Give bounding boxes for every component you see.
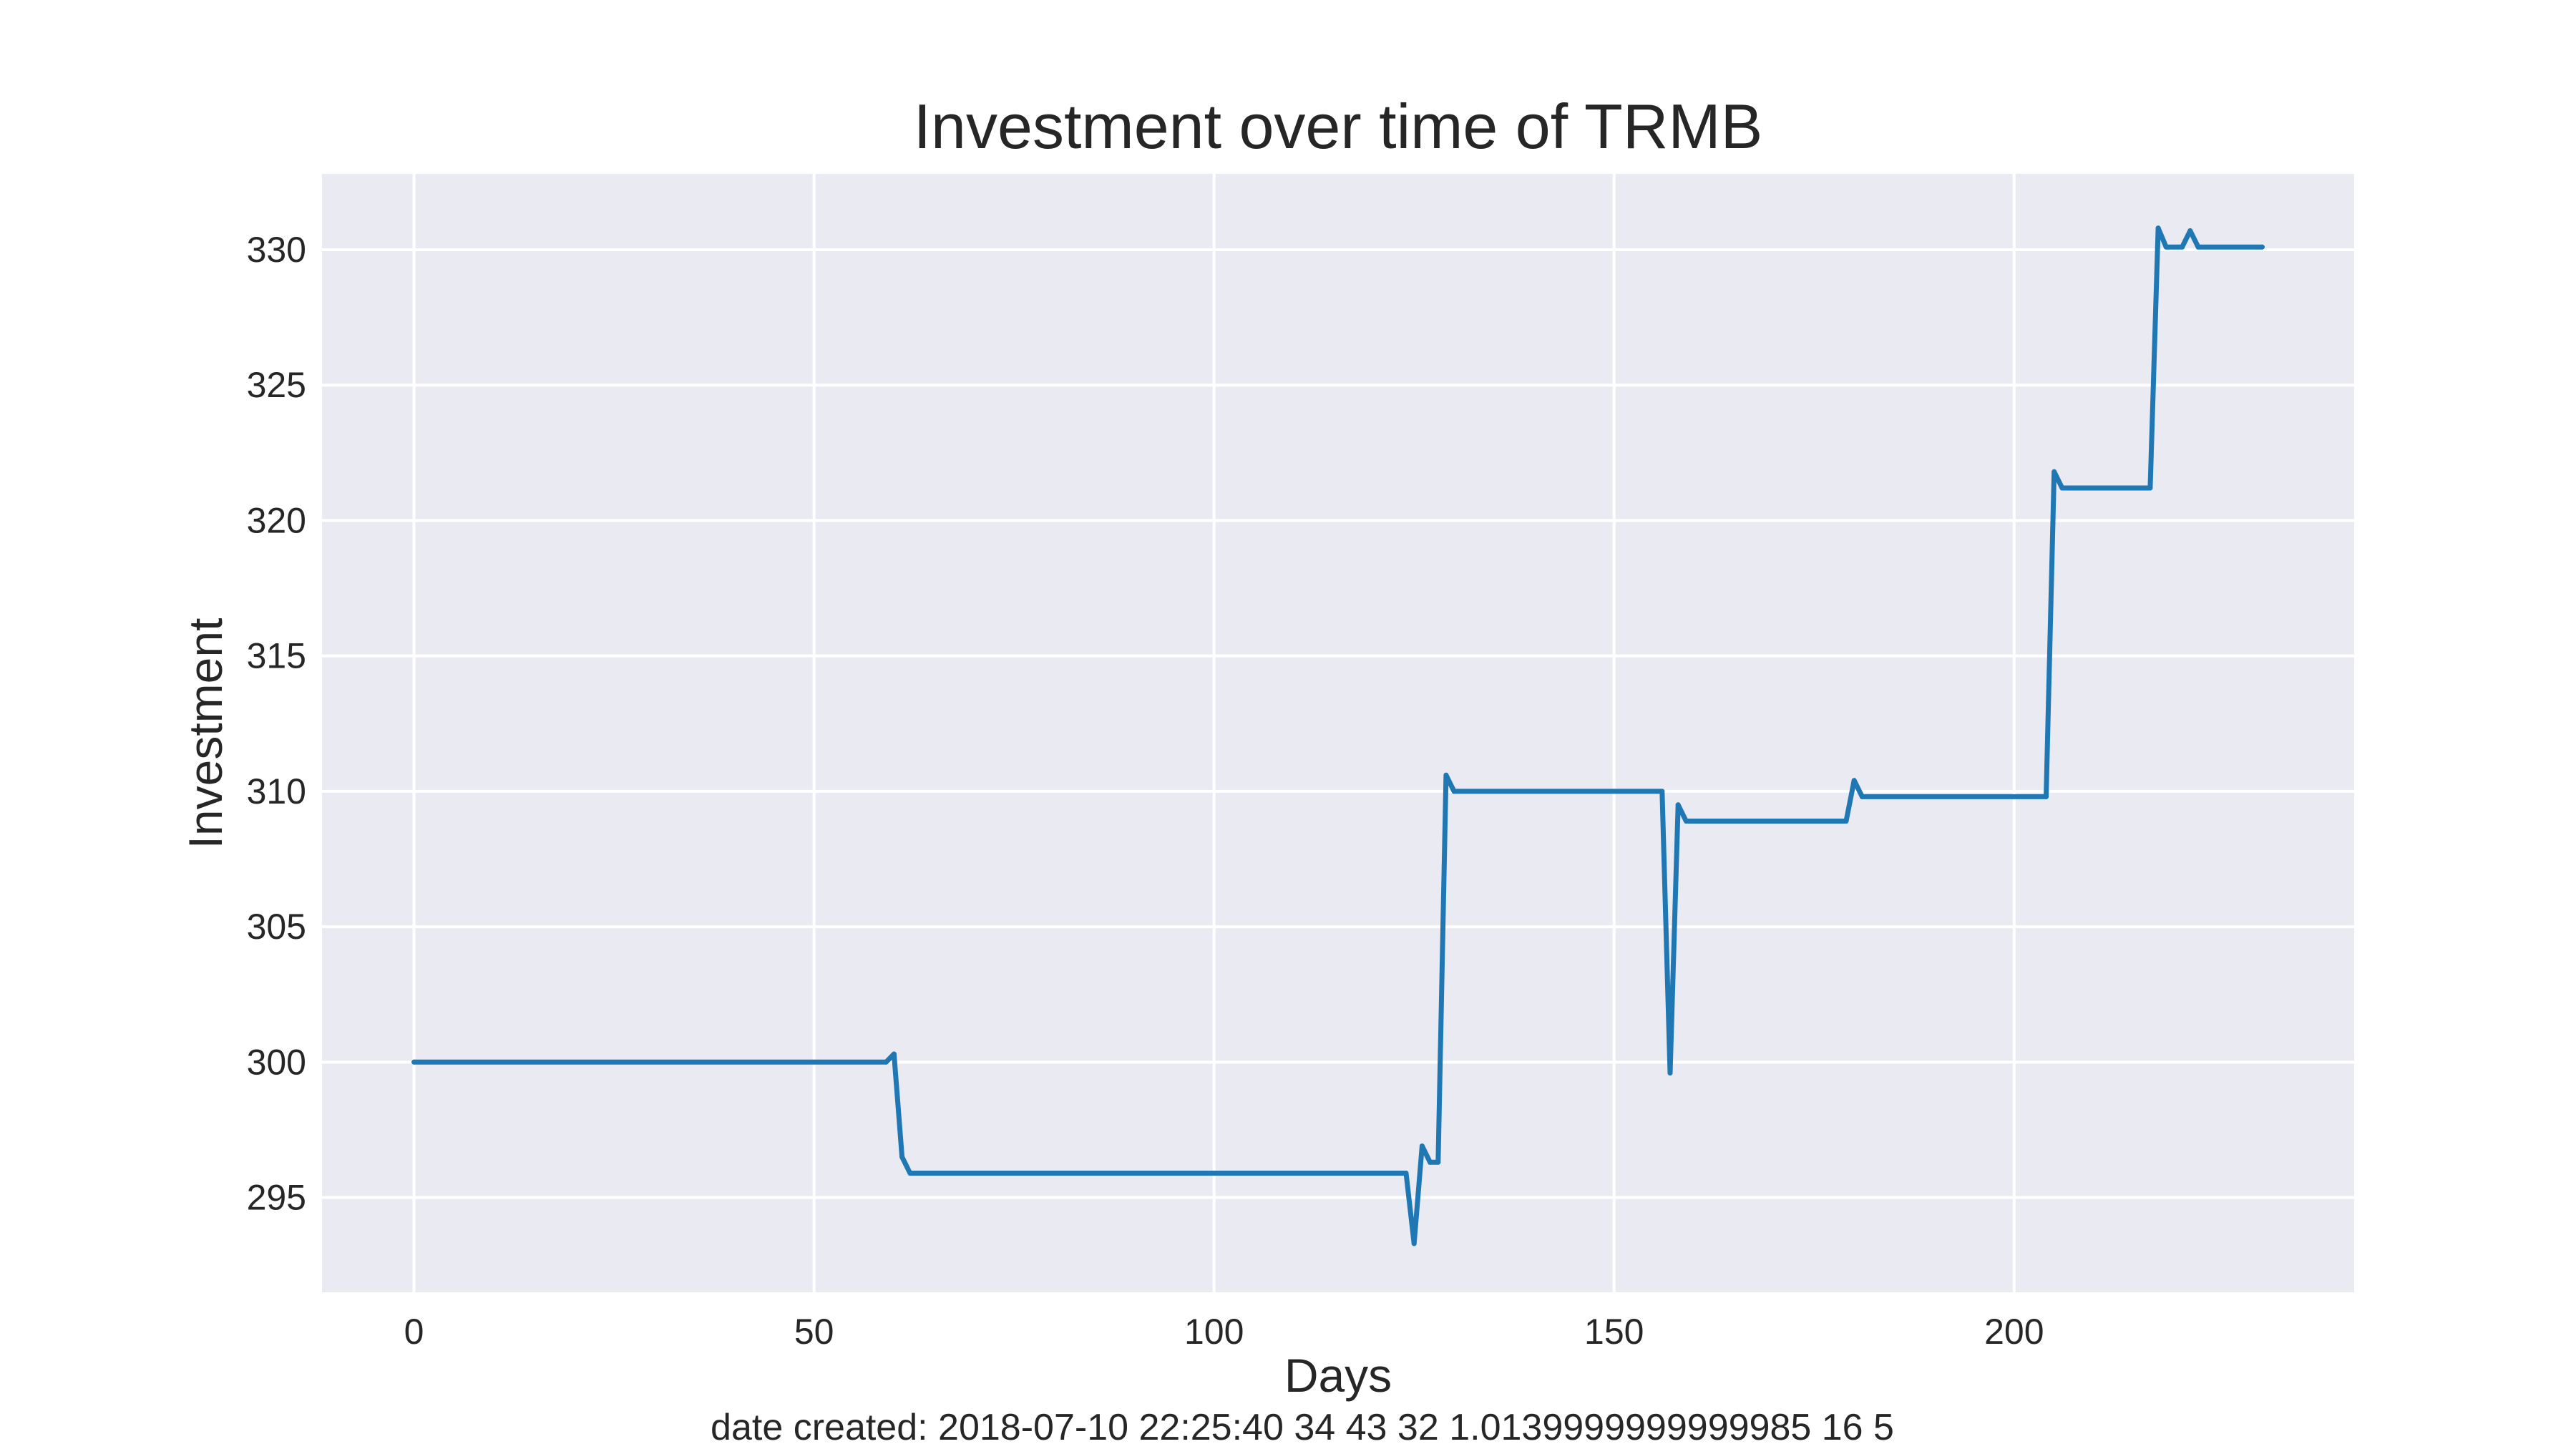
data-point — [1683, 819, 1689, 824]
data-point — [1667, 1070, 1673, 1075]
y-tick-label: 325 — [247, 365, 306, 405]
y-tick-label: 305 — [247, 907, 306, 947]
x-tick-label: 50 — [794, 1312, 834, 1352]
y-tick-label: 320 — [247, 500, 306, 540]
data-point — [2259, 244, 2265, 250]
data-point — [2187, 228, 2193, 233]
data-point — [2163, 244, 2169, 250]
tick-labels: 0 50 100 150 200 295 300 305 310 315 320 325 330 — [247, 230, 2044, 1352]
y-tick-label: 300 — [247, 1042, 306, 1082]
data-point — [1851, 778, 1857, 784]
x-tick-label: 200 — [1984, 1312, 2044, 1352]
data-point — [1428, 1159, 1433, 1165]
data-point — [1659, 789, 1665, 794]
y-tick-label: 295 — [247, 1178, 306, 1218]
data-point — [411, 1059, 417, 1065]
data-point — [899, 1154, 905, 1160]
data-point — [1859, 794, 1865, 799]
data-point — [891, 1051, 897, 1057]
data-point — [1435, 1159, 1441, 1165]
data-point — [2059, 485, 2065, 491]
data-point — [1403, 1171, 1409, 1176]
data-point — [907, 1171, 913, 1176]
y-axis-label: Investment — [179, 618, 232, 849]
data-point — [1419, 1143, 1425, 1149]
x-tick-label: 150 — [1584, 1312, 1644, 1352]
x-tick-label: 100 — [1184, 1312, 1244, 1352]
data-point — [2147, 485, 2153, 491]
chart-title: Investment over time of TRMB — [914, 91, 1763, 162]
data-point — [883, 1059, 889, 1065]
data-point — [2195, 244, 2201, 250]
x-axis-label: Days — [1284, 1349, 1392, 1402]
data-point — [2051, 469, 2057, 474]
data-point — [1675, 802, 1681, 808]
data-point — [1451, 789, 1457, 794]
grid-lines — [322, 174, 2354, 1292]
data-point — [2180, 244, 2185, 250]
series-layer — [411, 225, 2265, 1246]
data-point — [1843, 819, 1849, 824]
y-tick-label: 315 — [247, 636, 306, 676]
data-point — [1443, 772, 1449, 778]
footer-date-created: date created: 2018-07-10 22:25:40 34 43 … — [711, 1407, 1894, 1448]
data-point — [1411, 1241, 1417, 1246]
data-point — [2155, 225, 2161, 231]
y-tick-label: 330 — [247, 230, 306, 270]
data-point — [2044, 794, 2049, 799]
x-tick-label: 0 — [404, 1312, 424, 1352]
y-tick-label: 310 — [247, 771, 306, 811]
